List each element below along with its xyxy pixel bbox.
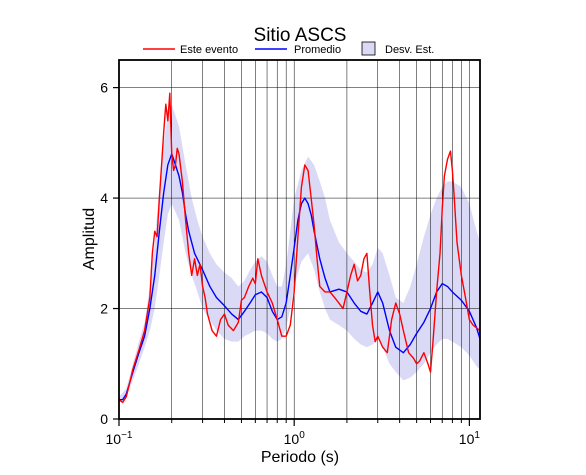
plot-border [118, 59, 481, 420]
std-band [119, 104, 480, 403]
legend-label-mean: Promedio [294, 44, 341, 56]
y-tick-label: 0 [100, 411, 108, 427]
chart-title: Sitio ASCS [254, 25, 347, 46]
std-band-layer [119, 104, 480, 403]
y-tick-label: 2 [100, 301, 108, 317]
legend: Este evento Promedio Desv. Est. [143, 41, 434, 56]
legend-label-event: Este evento [180, 44, 238, 56]
plot-frame [118, 59, 481, 420]
x-tick-label: 100 [284, 430, 306, 447]
legend-swatch-std [361, 41, 376, 56]
x-tick-label: 101 [459, 430, 481, 447]
series-line-este-evento [118, 92, 481, 404]
y-axis-title: Amplitud [81, 208, 98, 270]
x-axis-title: Periodo (s) [261, 449, 339, 466]
y-tick-label: 4 [100, 190, 108, 206]
x-tick-label: 10−1 [106, 430, 133, 447]
axis-ticks: 0 2 4 6 10−1 100 101 [100, 80, 480, 447]
series-layer [118, 92, 481, 404]
legend-label-std: Desv. Est. [385, 44, 434, 56]
y-tick-label: 6 [100, 80, 108, 96]
